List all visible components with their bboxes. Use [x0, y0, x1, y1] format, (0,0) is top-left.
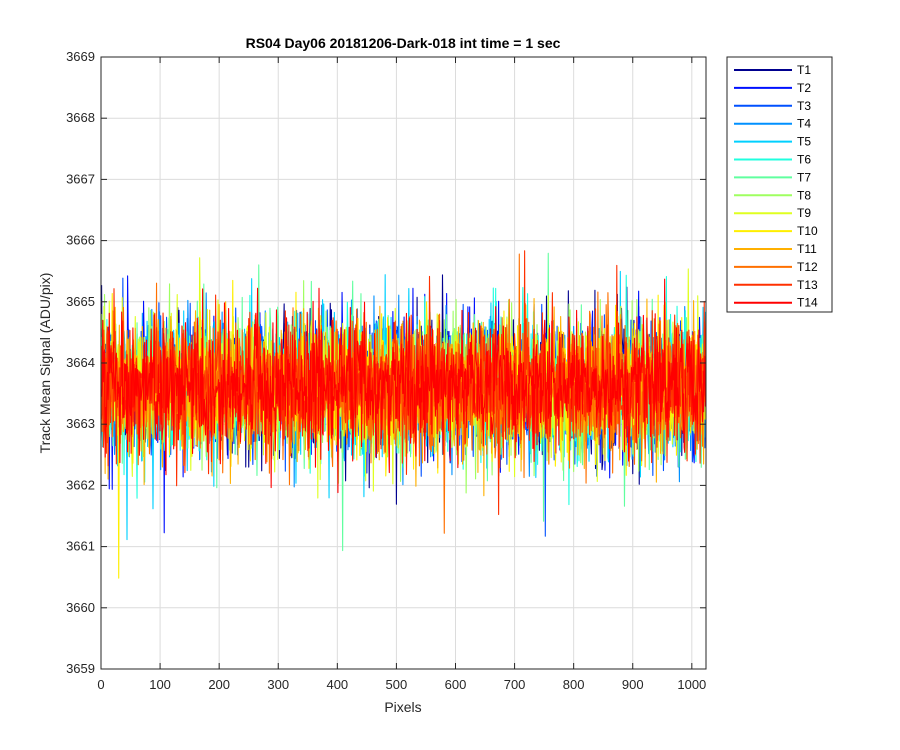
- y-tick-label: 3669: [66, 49, 95, 64]
- y-tick-label: 3659: [66, 661, 95, 676]
- y-tick-label: 3666: [66, 233, 95, 248]
- plot-area: 0 100 200 300 400 500 600 700 800 900 1000 3659 3660…: [66, 49, 707, 692]
- x-axis-label: Pixels: [384, 699, 421, 715]
- x-tick-label: 0: [97, 677, 104, 692]
- x-tick-label: 1000: [677, 677, 706, 692]
- legend-label-t6: T6: [797, 153, 811, 167]
- y-tick-label: 3664: [66, 355, 95, 370]
- x-tick-label: 400: [326, 677, 348, 692]
- legend-label-t7: T7: [797, 170, 811, 184]
- series-lines: [101, 250, 706, 579]
- x-tick-label: 300: [267, 677, 289, 692]
- legend-box: [726, 56, 833, 313]
- y-tick-label: 3663: [66, 416, 95, 431]
- legend-label-t3: T3: [797, 99, 811, 113]
- legend-items: T1 T2 T3 T4 T5 T6 T7 T8 T9 T10 T11 T12 T13 T14: [734, 63, 818, 310]
- y-tick-label: 3668: [66, 110, 95, 125]
- legend-label-t10: T10: [797, 224, 818, 238]
- x-tick-label: 100: [149, 677, 171, 692]
- y-tick-label: 3665: [66, 294, 95, 309]
- y-tick-label: 3667: [66, 171, 95, 186]
- legend-label-t12: T12: [797, 260, 818, 274]
- axis-ticks: 0 100 200 300 400 500 600 700 800 900 1000 3659 3660…: [66, 49, 706, 692]
- legend-label-t4: T4: [797, 117, 811, 131]
- x-tick-label: 600: [445, 677, 467, 692]
- legend-label-t1: T1: [797, 63, 811, 77]
- y-tick-label: 3661: [66, 539, 95, 554]
- legend-label-t5: T5: [797, 135, 811, 149]
- legend-label-t14: T14: [797, 296, 818, 310]
- legend-label-t13: T13: [797, 278, 818, 292]
- legend-label-t2: T2: [797, 81, 811, 95]
- legend-label-t9: T9: [797, 206, 811, 220]
- legend-label-t11: T11: [797, 242, 817, 256]
- x-tick-label: 500: [386, 677, 408, 692]
- y-axis-label: Track Mean Signal (ADU/pix): [37, 273, 53, 454]
- x-tick-label: 900: [622, 677, 644, 692]
- legend: T1 T2 T3 T4 T5 T6 T7 T8 T9 T10 T11 T12 T13 T14: [726, 56, 833, 313]
- y-tick-label: 3660: [66, 600, 95, 615]
- chart-title: RS04 Day06 20181206-Dark-018 int time = …: [246, 35, 561, 51]
- x-tick-label: 200: [208, 677, 230, 692]
- series-line-t14: [101, 278, 706, 494]
- y-tick-label: 3662: [66, 477, 95, 492]
- x-tick-label: 800: [563, 677, 585, 692]
- x-tick-label: 700: [504, 677, 526, 692]
- legend-label-t8: T8: [797, 188, 811, 202]
